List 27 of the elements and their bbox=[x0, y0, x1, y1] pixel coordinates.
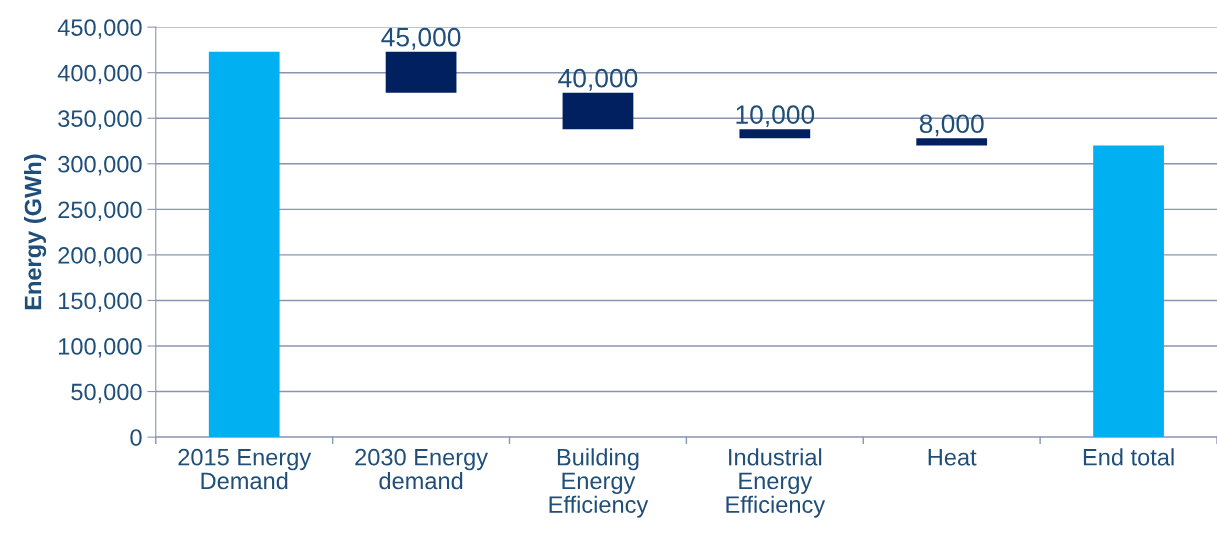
x-tick-label: Industrial Energy Efficiency bbox=[726, 448, 826, 518]
y-tick-label: 50,000 bbox=[71, 383, 142, 404]
y-tick-label: 450,000 bbox=[57, 19, 142, 39]
y-tick-label: 100,000 bbox=[59, 338, 142, 358]
x-tick-label: 2030 Energy demand bbox=[355, 448, 488, 490]
y-tick-label: 250,000 bbox=[58, 201, 142, 221]
y-tick-label: 150,000 bbox=[59, 292, 142, 313]
y-tick-label: 350,000 bbox=[58, 110, 142, 130]
bar bbox=[208, 51, 280, 438]
data-label: 45,000 bbox=[381, 27, 461, 50]
bar bbox=[1093, 145, 1164, 438]
data-label: 10,000 bbox=[736, 105, 815, 128]
y-tick-label: 0 bbox=[130, 429, 142, 446]
y-axis-title: Energy (GWh) bbox=[24, 154, 47, 310]
y-tick-label: 300,000 bbox=[58, 155, 142, 176]
bar bbox=[562, 92, 634, 130]
y-tick-label: 200,000 bbox=[58, 246, 142, 267]
x-tick-label: End total bbox=[1083, 448, 1174, 466]
bar bbox=[916, 138, 988, 146]
x-tick-label: Building Energy Efficiency bbox=[549, 448, 649, 518]
data-label: 40,000 bbox=[558, 68, 638, 91]
y-tick-label: 400,000 bbox=[57, 64, 142, 85]
bar bbox=[739, 129, 811, 139]
data-label: 8,000 bbox=[919, 114, 984, 137]
x-tick-label: 2015 Energy Demand bbox=[178, 448, 312, 490]
bar bbox=[385, 51, 457, 93]
x-tick-label: Heat bbox=[928, 449, 977, 466]
